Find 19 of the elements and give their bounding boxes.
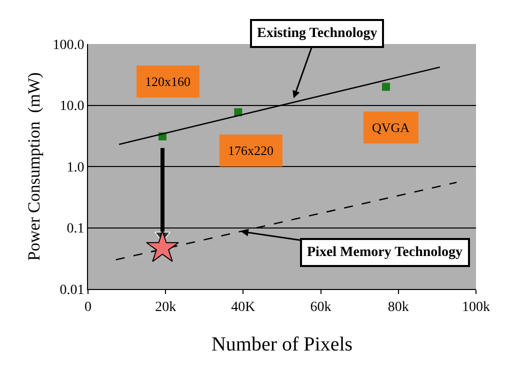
y-tick-label: 0.01 bbox=[60, 282, 84, 298]
point bbox=[382, 82, 390, 91]
x-axis-title: Number of Pixels bbox=[211, 333, 353, 356]
x-tick-label: 40K bbox=[231, 300, 256, 315]
annotation: 176x220 bbox=[228, 143, 274, 158]
x-tick-label: 20k bbox=[155, 300, 176, 315]
y-tick-label: 1.0 bbox=[66, 160, 84, 176]
x-tick-label: 100k bbox=[462, 300, 490, 315]
x-tick-label: 80k bbox=[388, 300, 409, 315]
x-tick-label: 60k bbox=[310, 300, 332, 315]
y-tick-label: 100.0 bbox=[52, 38, 84, 53]
annotation: 120x160 bbox=[145, 74, 190, 89]
annotation: QVGA bbox=[372, 120, 410, 135]
annotation: Pixel Memory Technology bbox=[307, 245, 463, 260]
x-tick-label: 0 bbox=[84, 300, 92, 315]
y-axis-title: Power Consumption (mW) bbox=[24, 72, 44, 261]
y-tick-label: 10.0 bbox=[60, 99, 84, 114]
annotation: Existing Technology bbox=[257, 26, 378, 41]
y-tick-label: 0.1 bbox=[66, 222, 84, 237]
